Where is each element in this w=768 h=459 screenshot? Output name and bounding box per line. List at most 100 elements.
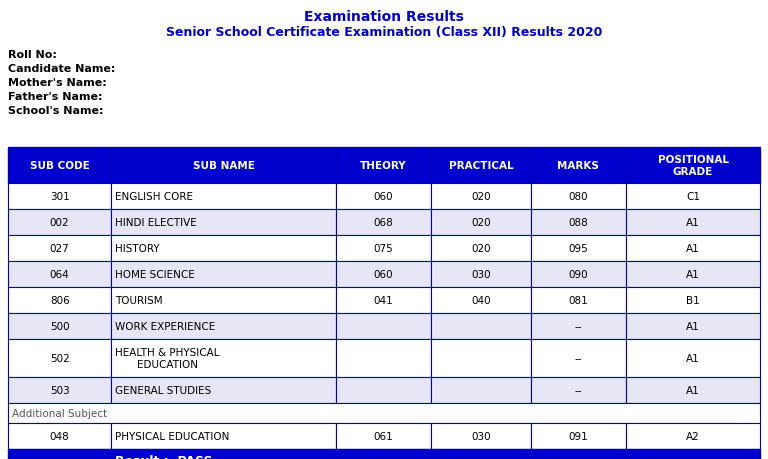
Text: SUB CODE: SUB CODE <box>30 161 90 171</box>
Text: 064: 064 <box>50 269 70 280</box>
Text: C1: C1 <box>686 191 700 202</box>
Bar <box>111 423 336 449</box>
Bar <box>8 449 760 459</box>
Bar <box>531 262 626 287</box>
Bar <box>432 313 531 339</box>
Bar <box>626 262 760 287</box>
Text: 095: 095 <box>568 243 588 253</box>
Bar <box>336 313 432 339</box>
Text: HISTORY: HISTORY <box>115 243 160 253</box>
Bar <box>111 235 336 262</box>
Text: A1: A1 <box>687 218 700 228</box>
Bar <box>111 339 336 377</box>
Text: Mother's Name:: Mother's Name: <box>8 78 107 88</box>
Bar <box>336 148 432 184</box>
Text: MARKS: MARKS <box>558 161 599 171</box>
Bar <box>432 235 531 262</box>
Text: 806: 806 <box>50 295 70 305</box>
Text: 060: 060 <box>374 269 393 280</box>
Bar <box>531 423 626 449</box>
Text: A1: A1 <box>687 269 700 280</box>
Text: ENGLISH CORE: ENGLISH CORE <box>115 191 194 202</box>
Bar <box>531 184 626 210</box>
Bar <box>111 210 336 235</box>
Bar <box>111 262 336 287</box>
Text: 075: 075 <box>374 243 393 253</box>
Text: Additional Subject: Additional Subject <box>12 408 107 418</box>
Text: 502: 502 <box>50 353 70 363</box>
Text: 091: 091 <box>568 431 588 441</box>
Bar <box>8 184 111 210</box>
Bar <box>111 148 336 184</box>
Text: 020: 020 <box>471 243 491 253</box>
Bar <box>432 148 531 184</box>
Text: 020: 020 <box>471 218 491 228</box>
Bar <box>8 148 111 184</box>
Bar <box>8 262 111 287</box>
Text: HINDI ELECTIVE: HINDI ELECTIVE <box>115 218 197 228</box>
Bar <box>432 262 531 287</box>
Text: 061: 061 <box>374 431 393 441</box>
Text: A2: A2 <box>687 431 700 441</box>
Bar <box>336 262 432 287</box>
Bar <box>531 235 626 262</box>
Text: --: -- <box>574 385 582 395</box>
Bar <box>626 148 760 184</box>
Text: 040: 040 <box>471 295 491 305</box>
Text: TOURISM: TOURISM <box>115 295 163 305</box>
Text: 088: 088 <box>568 218 588 228</box>
Bar <box>626 287 760 313</box>
Bar <box>531 210 626 235</box>
Text: POSITIONAL
GRADE: POSITIONAL GRADE <box>657 155 729 176</box>
Text: 030: 030 <box>471 269 491 280</box>
Bar <box>111 377 336 403</box>
Bar <box>531 287 626 313</box>
Text: 081: 081 <box>568 295 588 305</box>
Bar <box>531 148 626 184</box>
Text: 500: 500 <box>50 321 69 331</box>
Bar <box>336 184 432 210</box>
Bar <box>8 287 111 313</box>
Bar <box>626 313 760 339</box>
Text: A1: A1 <box>687 243 700 253</box>
Text: 041: 041 <box>374 295 393 305</box>
Bar <box>8 210 111 235</box>
Text: A1: A1 <box>687 353 700 363</box>
Bar <box>8 313 111 339</box>
Bar <box>626 235 760 262</box>
Bar <box>8 235 111 262</box>
Text: Examination Results: Examination Results <box>304 10 464 24</box>
Bar <box>111 313 336 339</box>
Bar <box>432 423 531 449</box>
Bar <box>336 287 432 313</box>
Text: PRACTICAL: PRACTICAL <box>449 161 513 171</box>
Bar <box>626 184 760 210</box>
Bar <box>531 313 626 339</box>
Bar <box>336 235 432 262</box>
Text: 080: 080 <box>568 191 588 202</box>
Text: WORK EXPERIENCE: WORK EXPERIENCE <box>115 321 216 331</box>
Text: --: -- <box>574 321 582 331</box>
Text: SUB NAME: SUB NAME <box>193 161 254 171</box>
Bar <box>626 210 760 235</box>
Bar <box>626 423 760 449</box>
Text: A1: A1 <box>687 321 700 331</box>
Bar <box>336 377 432 403</box>
Bar <box>336 423 432 449</box>
Text: PHYSICAL EDUCATION: PHYSICAL EDUCATION <box>115 431 230 441</box>
Bar <box>432 184 531 210</box>
Bar <box>8 403 760 423</box>
Bar <box>8 339 111 377</box>
Text: Result :  PASS: Result : PASS <box>115 454 213 459</box>
Text: A1: A1 <box>687 385 700 395</box>
Text: 048: 048 <box>50 431 70 441</box>
Bar <box>626 339 760 377</box>
Text: 002: 002 <box>50 218 69 228</box>
Text: School's Name:: School's Name: <box>8 106 104 116</box>
Bar <box>432 210 531 235</box>
Text: Senior School Certificate Examination (Class XII) Results 2020: Senior School Certificate Examination (C… <box>166 26 602 39</box>
Text: Roll No:: Roll No: <box>8 50 57 60</box>
Text: 301: 301 <box>50 191 70 202</box>
Text: Candidate Name:: Candidate Name: <box>8 64 115 74</box>
Text: 090: 090 <box>568 269 588 280</box>
